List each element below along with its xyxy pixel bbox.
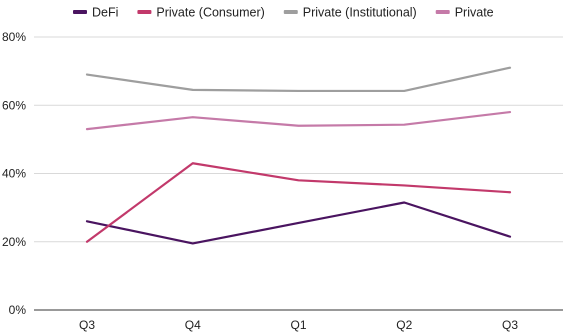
- legend-item: Private (Institutional): [283, 6, 417, 20]
- legend-label: Private (Institutional): [303, 6, 417, 20]
- series-line-2: [85, 66, 512, 93]
- legend-swatch: [435, 10, 450, 14]
- legend-item: DeFi: [73, 6, 118, 20]
- legend-item: Private (Consumer): [137, 6, 265, 20]
- x-tick-label: Q3: [502, 318, 518, 332]
- gridlines: [34, 36, 563, 311]
- legend-label: Private (Consumer): [156, 6, 264, 20]
- y-tick-label: 20%: [2, 235, 26, 249]
- x-tick-label: Q4: [185, 318, 201, 332]
- y-tick-label: 0%: [9, 303, 27, 317]
- legend-swatch: [137, 10, 152, 14]
- x-tick-label: Q3: [79, 318, 95, 332]
- series-line-3: [85, 110, 512, 131]
- y-tick-label: 40%: [2, 167, 26, 181]
- y-axis: 0% 20% 40% 60% 80%: [2, 30, 26, 317]
- legend-label: DeFi: [92, 6, 118, 20]
- legend-item: Private: [435, 6, 494, 20]
- x-axis: Q3 Q4 Q1 Q2 Q3: [79, 318, 518, 332]
- legend-swatch: [283, 10, 298, 14]
- legend-label: Private: [455, 6, 494, 20]
- y-tick-label: 80%: [2, 30, 26, 44]
- x-tick-label: Q1: [290, 318, 306, 332]
- series-lines: [85, 66, 512, 245]
- series-line-1: [85, 162, 512, 243]
- series-line-0: [85, 201, 512, 245]
- legend: DeFi Private (Consumer) Private (Instituti…: [73, 6, 494, 20]
- x-tick-label: Q2: [396, 318, 412, 332]
- legend-swatch: [73, 10, 87, 14]
- y-tick-label: 60%: [2, 98, 26, 112]
